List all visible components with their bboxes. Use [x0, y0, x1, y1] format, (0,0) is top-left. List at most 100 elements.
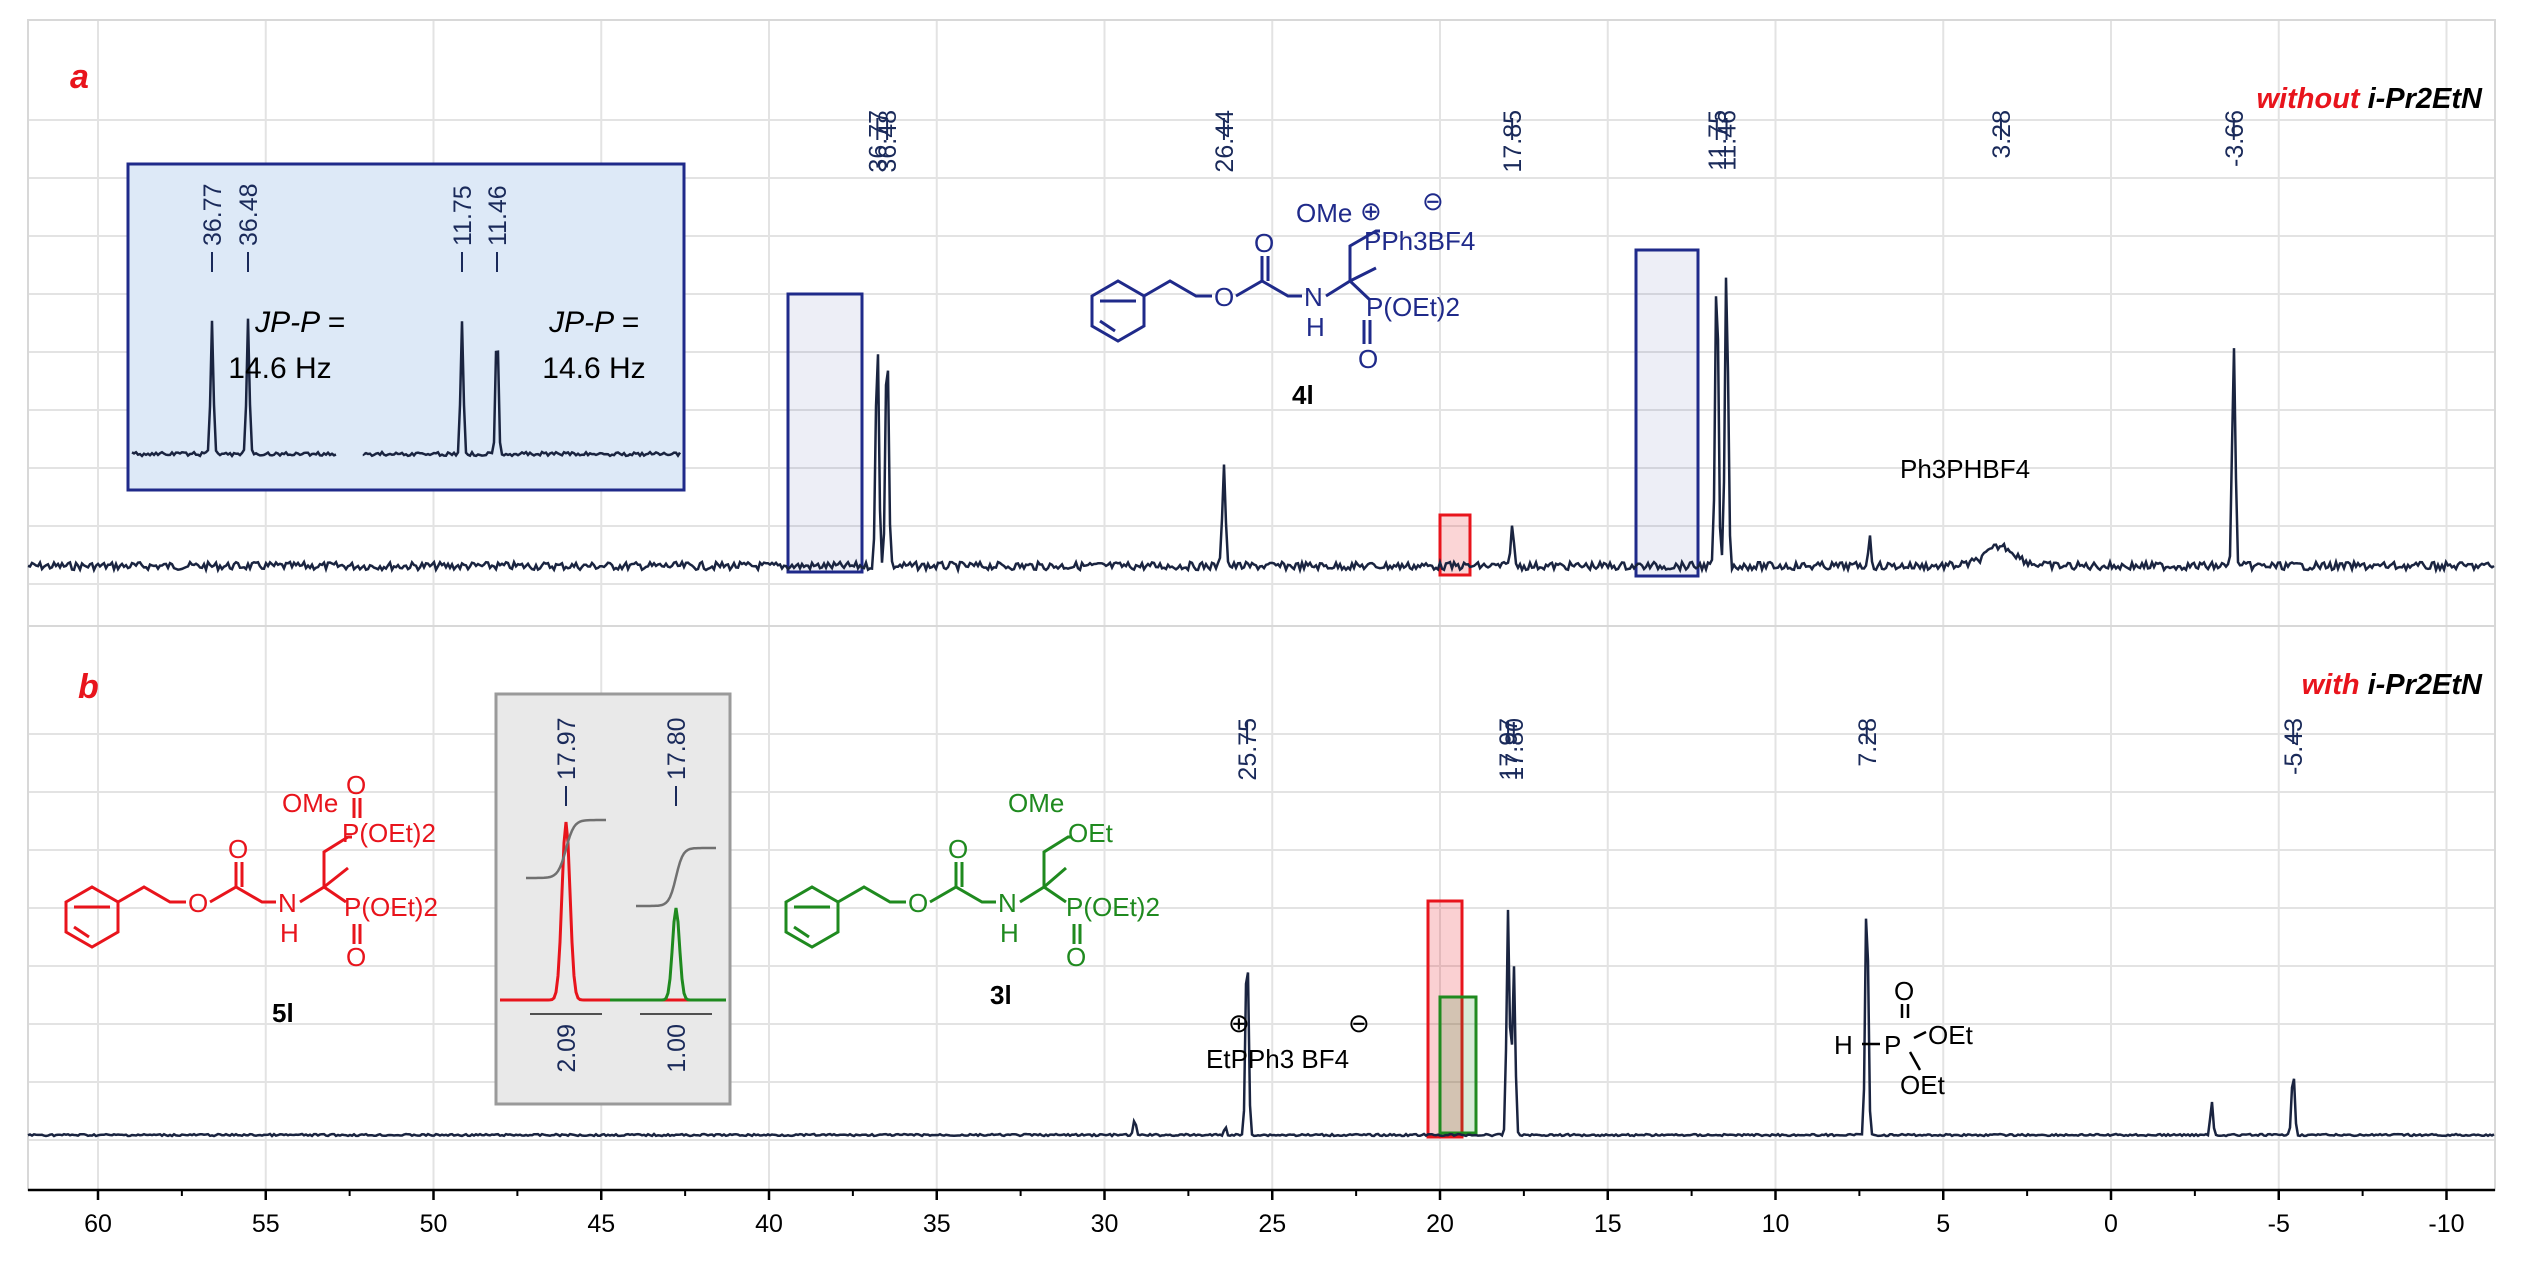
4l-o-phosphoryl: O — [1358, 344, 1378, 374]
x-tick-label: 15 — [1594, 1210, 1622, 1238]
annotation-ph3phbf4: Ph3PHBF4 — [1900, 454, 2030, 484]
condition-a-prefix: without — [2257, 83, 2361, 115]
ring-db-5l-2 — [73, 925, 90, 939]
3l-ome: OMe — [1008, 788, 1064, 818]
carbamate-3l — [929, 885, 996, 904]
x-tick-label: 5 — [1936, 1210, 1950, 1238]
4l-pph3: PPh3BF4 — [1364, 226, 1475, 256]
x-axis-ticks: 60 55 50 45 40 35 30 25 20 15 10 5 0 -5 -10 — [84, 1190, 2465, 1238]
j-value-left: 14.6 Hz — [228, 352, 331, 385]
x-tick-label: 20 — [1426, 1210, 1454, 1238]
etpph3-minus: ⊖ — [1348, 1008, 1370, 1038]
phosphite-oet2: OEt — [1900, 1070, 1946, 1100]
x-tick-label: 40 — [755, 1210, 783, 1238]
inset-peak-label: 36.48 — [235, 183, 263, 246]
chain-5l — [117, 885, 186, 904]
inset-peak-label: 36.77 — [199, 183, 227, 246]
carbamate-4l — [1235, 279, 1302, 298]
highlight-box-17-97 — [1426, 899, 1464, 1139]
compound-5l-label: 5l — [272, 998, 294, 1028]
5l-p1: P(OEt)2 — [342, 818, 436, 848]
x-tick-label: 55 — [252, 1210, 280, 1238]
etpph3-plus: ⊕ — [1228, 1008, 1250, 1038]
p-oet1-bond — [1913, 1030, 1927, 1040]
backbone-3l — [1019, 835, 1072, 904]
spectrum-a — [27, 277, 2495, 575]
phosphite-p: P — [1884, 1030, 1901, 1060]
backbone-4l — [1325, 229, 1380, 298]
phosphite-o: O — [1894, 976, 1914, 1006]
4l-ome: OMe — [1296, 198, 1352, 228]
inset-b: 17.97 17.80 2.09 1.00 — [494, 692, 732, 1106]
benzene-ring-5l — [64, 885, 120, 949]
inset-b-green-peak — [610, 907, 726, 1002]
ring-db-4l-2 — [1099, 319, 1116, 333]
j-value-right: 14.6 Hz — [542, 352, 645, 385]
phosphite-text: H P O OEt OEt — [1834, 976, 1974, 1100]
4l-minus: ⊖ — [1422, 186, 1444, 216]
inset-b-peak-label: 17.80 — [663, 717, 691, 780]
inset-b-integral-curves — [526, 818, 716, 908]
panel-b-letter: b — [78, 668, 99, 706]
condition-a-reagent: i-Pr2EtN — [2368, 83, 2483, 115]
c-oet-3l — [1043, 866, 1067, 889]
phosphite-h: H — [1834, 1030, 1853, 1060]
integral-label: 2.09 — [553, 1024, 581, 1073]
5l-ome: OMe — [282, 788, 338, 818]
4l-o-carbonyl: O — [1254, 228, 1274, 258]
panel-a-letter: a — [70, 58, 89, 96]
5l-o1: O — [346, 770, 366, 800]
5l-nh: H — [280, 918, 299, 948]
spectrum-b — [27, 909, 2495, 1138]
x-tick-label: -10 — [2428, 1210, 2464, 1238]
compound-4l-label: 4l — [1292, 380, 1314, 410]
j-label-left: JP-P = — [254, 306, 345, 339]
compound-5l-text: O O N H OMe O P(OEt)2 P(OEt)2 O — [188, 770, 438, 972]
phosphite-oet1: OEt — [1928, 1020, 1974, 1050]
integral-label: 1.00 — [663, 1024, 691, 1073]
5l-n: N — [278, 888, 297, 918]
c-p2-5l — [323, 885, 347, 904]
inset-peak-label: 11.46 — [484, 185, 512, 246]
c-p1-5l — [323, 866, 349, 889]
3l-n: N — [998, 888, 1017, 918]
condition-b-prefix: with — [2302, 669, 2360, 701]
chain-4l — [1143, 279, 1212, 298]
highlight-box-11 — [1634, 248, 1700, 578]
4l-n: N — [1304, 282, 1323, 312]
benzene-ring-4l — [1090, 279, 1146, 343]
inset-b-box — [494, 692, 732, 1106]
5l-o-carbonyl: O — [228, 834, 248, 864]
inset-b-labels: 17.97 17.80 2.09 1.00 — [530, 717, 712, 1073]
4l-nh: H — [1306, 312, 1325, 342]
inset-a-box — [126, 162, 686, 492]
grid — [28, 20, 2495, 1190]
x-tick-label: 0 — [2104, 1210, 2118, 1238]
compound-4l-text: O O N H OMe ⊕ ⊖ PPh3BF4 P(OEt)2 O — [1214, 186, 1475, 374]
4l-o-ester: O — [1214, 282, 1234, 312]
condition-b-reagent: i-Pr2EtN — [2368, 669, 2483, 701]
annotation-etpph3bf4: EtPPh3 BF4 — [1206, 1044, 1349, 1074]
compound-5l — [64, 798, 362, 949]
x-tick-label: 60 — [84, 1210, 112, 1238]
compound-3l — [784, 835, 1082, 949]
inset-peak-label: 11.75 — [449, 185, 477, 246]
4l-plus: ⊕ — [1360, 196, 1382, 226]
panel-a-condition: without i-Pr2EtN — [2257, 83, 2484, 115]
highlight-box-17-80 — [1438, 995, 1478, 1135]
x-tick-label: -5 — [2268, 1210, 2290, 1238]
3l-o-ester: O — [908, 888, 928, 918]
inset-a-trace — [131, 318, 682, 459]
compound-3l-text: O O N H OMe OEt P(OEt)2 O — [908, 788, 1160, 972]
benzene-ring-3l — [784, 885, 840, 949]
x-tick-label: 10 — [1762, 1210, 1790, 1238]
p-oet2-bond — [1908, 1051, 1922, 1071]
5l-p2: P(OEt)2 — [344, 892, 438, 922]
carbamate-5l — [209, 885, 276, 904]
4l-poet: P(OEt)2 — [1366, 292, 1460, 322]
5l-o2: O — [346, 942, 366, 972]
x-tick-label: 25 — [1258, 1210, 1286, 1238]
